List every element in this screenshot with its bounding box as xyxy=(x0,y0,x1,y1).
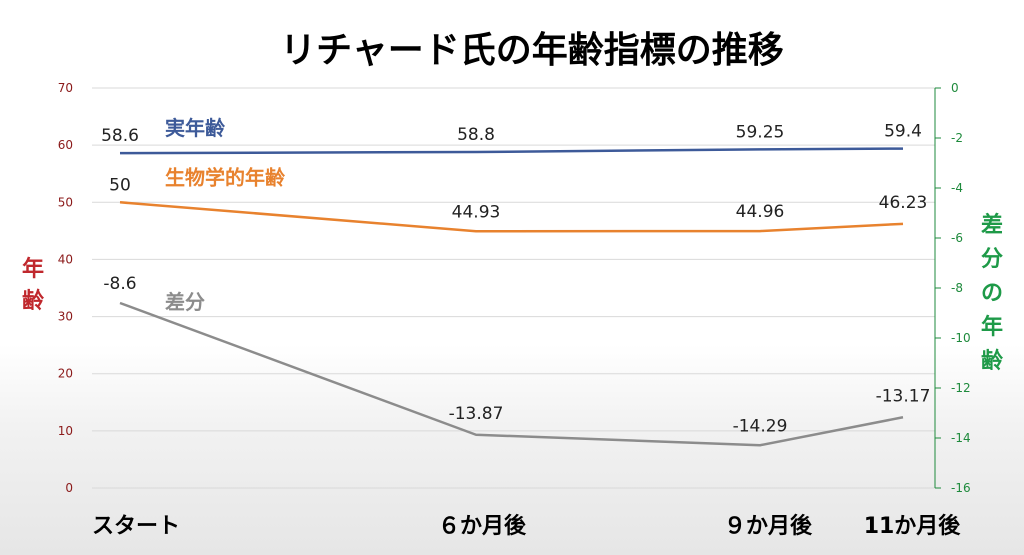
right-axis-ticks: 0 -2 -4 -6 -8 -10 -12 -14 -16 xyxy=(934,81,971,495)
right-axis-title-char: 年 xyxy=(981,314,1003,340)
left-tick-label: 10 xyxy=(58,424,73,438)
right-tick-label: -10 xyxy=(951,331,971,345)
left-axis-title-char: 齢 xyxy=(22,288,45,314)
series-line xyxy=(119,147,904,155)
data-label: 50 xyxy=(109,175,131,195)
right-tick-label: -16 xyxy=(951,481,971,495)
series-layer: 58.6 58.8 59.25 59.4 実年齢 50 44.93 44.96 46.23 生物学… xyxy=(101,116,931,447)
right-axis-title-char: 差 xyxy=(981,212,1003,238)
chart-title: リチャード氏の年齢指標の推移 xyxy=(280,30,784,71)
left-tick-label: 20 xyxy=(58,367,73,381)
data-label: 58.8 xyxy=(457,125,495,145)
category-label: ９か月後 xyxy=(724,513,813,539)
left-tick-label: 60 xyxy=(58,138,73,152)
data-label: -8.6 xyxy=(103,274,136,294)
left-tick-label: 40 xyxy=(58,252,73,266)
series-name-label: 生物学的年齢 xyxy=(165,165,286,189)
data-label: -13.87 xyxy=(449,404,504,424)
data-label: -14.29 xyxy=(733,416,788,436)
right-tick-label: -8 xyxy=(951,281,963,295)
series-line xyxy=(119,301,904,447)
category-label: ６か月後 xyxy=(438,513,527,539)
left-tick-label: 30 xyxy=(58,310,73,324)
left-tick-label: 50 xyxy=(58,195,73,209)
series-name-label: 実年齢 xyxy=(165,116,226,140)
grid xyxy=(92,87,935,489)
right-tick-label: -14 xyxy=(951,431,971,445)
right-axis-title-char: 齢 xyxy=(981,348,1004,374)
data-label: 59.4 xyxy=(884,122,922,142)
data-label: 44.96 xyxy=(736,202,785,222)
data-label: 44.93 xyxy=(452,202,501,222)
category-labels: スタート ６か月後 ９か月後 11か月後 xyxy=(92,513,961,539)
left-axis-title: 年齢 xyxy=(22,256,45,314)
right-tick-label: -4 xyxy=(951,181,963,195)
right-tick-label: 0 xyxy=(951,81,959,95)
right-tick-label: -6 xyxy=(951,231,963,245)
data-label: 46.23 xyxy=(879,193,928,213)
left-axis-title-char: 年 xyxy=(22,256,44,282)
right-axis-title-char: 分 xyxy=(981,247,1003,272)
category-label: 11か月後 xyxy=(864,513,962,539)
right-tick-label: -2 xyxy=(951,131,963,145)
right-axis-title-char: の xyxy=(981,281,1003,306)
data-label: 59.25 xyxy=(736,122,785,142)
category-label: スタート xyxy=(92,514,180,539)
left-tick-label: 0 xyxy=(65,481,73,495)
data-label: 58.6 xyxy=(101,126,139,146)
series-line xyxy=(119,201,904,233)
right-tick-label: -12 xyxy=(951,381,971,395)
data-label: -13.17 xyxy=(876,386,931,406)
series-name-label: 差分 xyxy=(165,290,205,314)
left-tick-label: 70 xyxy=(58,81,73,95)
left-axis-ticks: 0 10 20 30 40 50 60 70 xyxy=(58,81,73,495)
